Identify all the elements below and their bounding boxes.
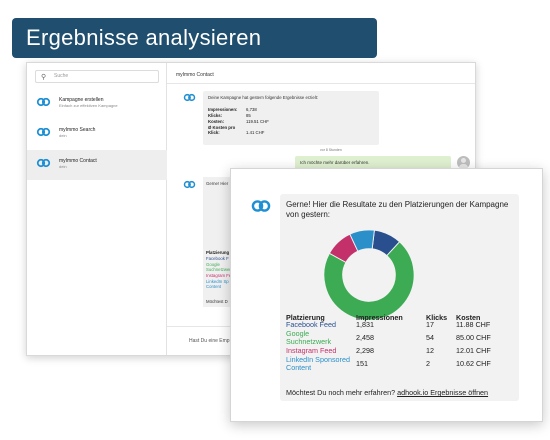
link-logo-icon xyxy=(36,158,51,168)
placement-header: Platzierung xyxy=(206,250,230,255)
result-row: Kosten: 119.51 CHF xyxy=(208,119,269,124)
timestamp: vor 8 Stunden xyxy=(320,148,342,152)
col-header-impressions: Impressionen xyxy=(356,313,403,322)
search-icon: ⚲ xyxy=(41,74,47,81)
bot-message-placements: Gerne! Hier die Resultate zu den Platzie… xyxy=(280,194,519,401)
conversation-sidebar: ⚲ Suche Kampagne erstellen Einfach zur e… xyxy=(27,63,167,355)
cell-impressions: 2,298 xyxy=(356,346,374,355)
user-message: Ich möchte mehr darüber erfahren. xyxy=(295,156,451,170)
search-input[interactable]: ⚲ Suche xyxy=(35,70,159,83)
cell-clicks: 2 xyxy=(426,359,430,368)
message-intro: Deine Kampagne hat gestern folgende Erge… xyxy=(208,95,319,100)
link-logo-icon xyxy=(36,97,51,107)
cell-cost: 10.62 CHF xyxy=(456,359,491,368)
user-avatar xyxy=(457,156,470,169)
cell-placement: LinkedIn Sponsored Content xyxy=(286,355,350,372)
message-intro: Gerne! Hier die Resultate zu den Platzie… xyxy=(286,200,509,219)
cell-placement: Facebook Feed xyxy=(286,320,336,329)
title-banner: Ergebnisse analysieren xyxy=(12,18,377,58)
result-row: Klicks: 85 xyxy=(208,113,251,118)
cell-impressions: 1,831 xyxy=(356,320,374,329)
donut-slice-google-suchnetzwerk xyxy=(323,241,415,321)
banner-title: Ergebnisse analysieren xyxy=(26,25,262,50)
cell-placement: Google Suchnetzwerk xyxy=(286,329,332,346)
result-row: Impressionen: 6,738 xyxy=(208,107,257,112)
result-row: Ø Kosten pro Klick: 1.41 CHF xyxy=(208,125,265,135)
placement-item: Facebook F xyxy=(206,256,229,261)
message-input[interactable]: Hast Du eine Emp xyxy=(189,338,230,344)
search-placeholder: Suche xyxy=(54,73,69,79)
cell-placement: Instagram Feed xyxy=(286,346,337,355)
footer-message: Möchtest Du noch mehr erfahren? adhook.i… xyxy=(286,388,488,397)
conversation-item-kampagne[interactable]: Kampagne erstellen Einfach zur effektive… xyxy=(27,89,167,119)
placement-item: Content xyxy=(206,284,222,289)
col-header-clicks: Klicks xyxy=(426,313,448,322)
donut-slice-linkedin-sponsored-content xyxy=(349,229,375,252)
placement-item: LinkedIn Sp xyxy=(206,279,229,284)
bot-logo-icon xyxy=(183,180,196,189)
cell-clicks: 17 xyxy=(426,320,434,329)
cell-cost: 11.88 CHF xyxy=(456,320,491,329)
cell-impressions: 2,458 xyxy=(356,333,374,342)
user-message-text: Ich möchte mehr darüber erfahren. xyxy=(300,160,370,165)
conversation-item-search[interactable]: myImmo Search dein xyxy=(27,119,167,149)
cell-clicks: 12 xyxy=(426,346,434,355)
message-intro: Gerne! Hier xyxy=(206,181,229,186)
conversation-subtitle: dein xyxy=(59,133,67,138)
more-text: Möchtest D xyxy=(206,299,228,304)
cell-cost: 12.01 CHF xyxy=(456,346,491,355)
conversation-item-contact[interactable]: myImmo Contact dein xyxy=(27,150,167,180)
chat-header-title: myImmo Contact xyxy=(176,72,214,78)
footer-text: Möchtest Du noch mehr erfahren? xyxy=(286,388,396,397)
placement-item: Instagram Feed xyxy=(206,273,237,278)
header-divider xyxy=(167,83,475,84)
conversation-title: Kampagne erstellen xyxy=(59,97,104,103)
col-header-cost: Kosten xyxy=(456,313,481,322)
cell-cost: 85.00 CHF xyxy=(456,333,491,342)
chat-window-front: Gerne! Hier die Resultate zu den Platzie… xyxy=(230,168,543,422)
conversation-subtitle: dein xyxy=(59,164,67,169)
col-header-placement: Platzierung xyxy=(286,313,325,322)
placement-item: Google xyxy=(206,262,220,267)
bot-logo-icon xyxy=(183,93,196,102)
bot-logo-icon xyxy=(251,200,271,212)
cell-clicks: 54 xyxy=(426,333,434,342)
link-logo-icon xyxy=(36,127,51,137)
conversation-subtitle: Einfach zur effektiven Kampagne xyxy=(59,103,118,108)
placement-item: Suchnetzwerk xyxy=(206,267,233,272)
conversation-title: myImmo Contact xyxy=(59,158,97,164)
conversation-title: myImmo Search xyxy=(59,127,96,133)
results-link[interactable]: adhook.io Ergebnisse öffnen xyxy=(397,388,489,397)
cell-impressions: 151 xyxy=(356,359,368,368)
bot-message-results: Deine Kampagne hat gestern folgende Erge… xyxy=(203,91,379,145)
placement-donut-chart xyxy=(323,229,415,321)
